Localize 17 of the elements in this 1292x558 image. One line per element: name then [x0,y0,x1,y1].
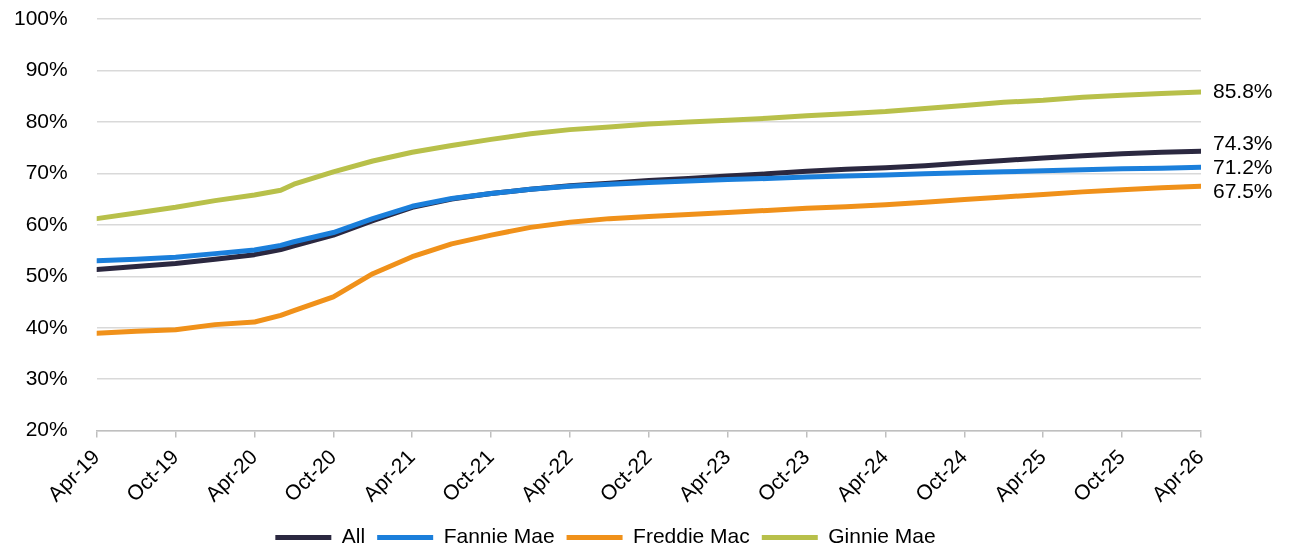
annotation: 74.3% [1213,131,1273,155]
y-tick-label: 50% [25,263,68,287]
y-tick-label: 70% [25,160,68,184]
y-tick-label: 20% [25,417,68,441]
y-tick-label: 30% [25,365,68,389]
annotation: 67.5% [1213,179,1273,203]
legend-label: Fannie Mae [443,524,555,548]
legend-label: Ginnie Mae [828,524,936,548]
y-tick-label: 60% [25,211,68,235]
annotation: 85.8% [1213,78,1273,102]
legend-label: All [341,524,366,548]
y-tick-label: 80% [25,108,68,132]
annotation: 71.2% [1213,155,1273,179]
legend-label: Freddie Mac [633,524,750,548]
y-tick-label: 90% [25,57,68,81]
y-tick-label: 40% [25,314,68,338]
y-tick-label: 100% [13,5,68,29]
